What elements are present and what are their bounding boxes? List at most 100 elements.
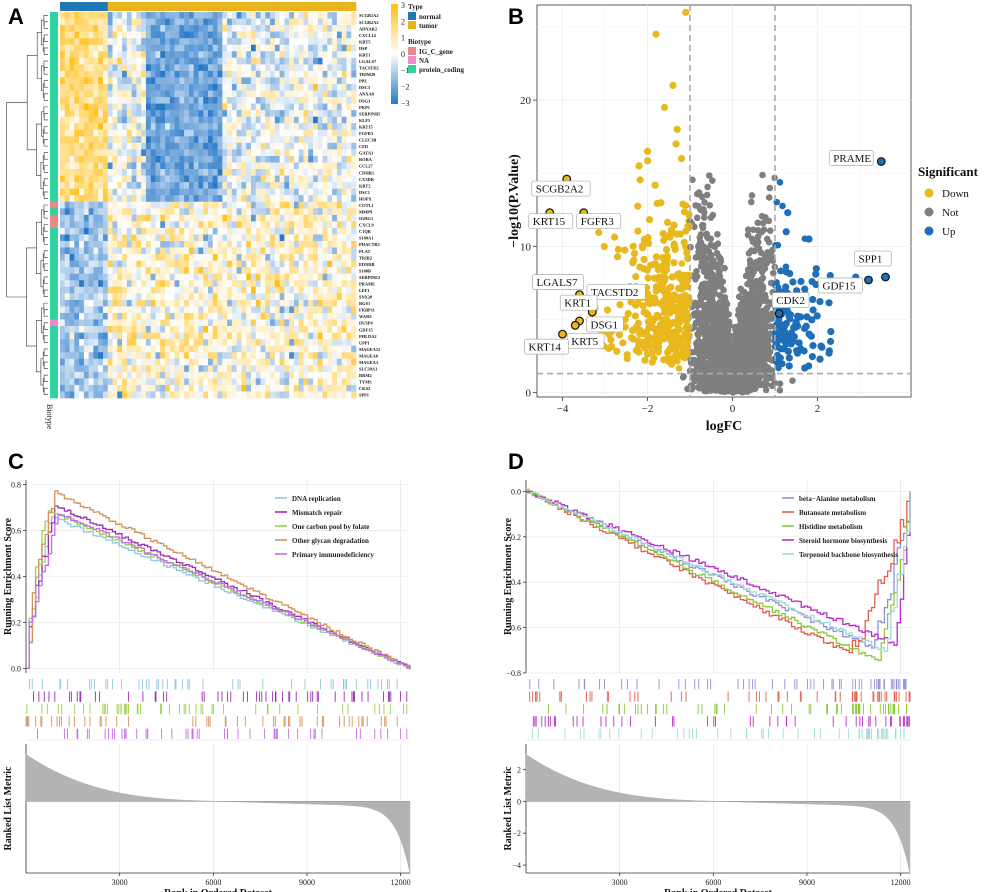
heatmap-cell bbox=[341, 299, 347, 307]
heatmap-cell bbox=[102, 332, 109, 340]
heatmap-cell bbox=[336, 77, 342, 85]
heatmap-cell bbox=[98, 332, 104, 340]
heatmap-cell bbox=[145, 195, 152, 203]
heatmap-cell bbox=[203, 391, 209, 399]
heatmap-cell bbox=[336, 227, 342, 235]
heatmap-cell bbox=[317, 57, 323, 65]
heatmap-cell bbox=[150, 175, 156, 183]
heatmap-cell bbox=[64, 267, 70, 274]
heatmap-cell bbox=[255, 234, 261, 242]
heatmap-cell bbox=[93, 312, 99, 320]
heatmap-cell bbox=[193, 83, 199, 91]
heatmap-cell bbox=[93, 129, 99, 137]
heatmap-cell bbox=[198, 155, 204, 163]
heatmap-cell bbox=[270, 188, 276, 196]
heatmap-cell bbox=[246, 44, 252, 52]
heatmap-cell bbox=[289, 312, 295, 320]
heatmap-cell bbox=[83, 214, 89, 222]
heatmap-cell bbox=[217, 293, 223, 301]
heatmap-cell bbox=[155, 31, 161, 39]
heatmap-cell bbox=[303, 326, 309, 333]
heatmap-cell bbox=[260, 378, 266, 386]
heatmap-cell bbox=[341, 83, 347, 91]
heatmap-cell bbox=[126, 175, 132, 183]
heatmap-cell bbox=[117, 188, 123, 196]
dendrogram-branch bbox=[26, 55, 38, 151]
heatmap-cell bbox=[260, 254, 266, 261]
heatmap-cell bbox=[241, 201, 247, 209]
heatmap-cell bbox=[236, 51, 242, 59]
heatmap-cell bbox=[117, 319, 123, 327]
heatmap-cell bbox=[150, 123, 156, 131]
heatmap-cell bbox=[136, 221, 142, 229]
heatmap-cell bbox=[317, 103, 323, 111]
heatmap-cell bbox=[322, 31, 328, 39]
heatmap-cell bbox=[346, 136, 352, 144]
heatmap-cell bbox=[179, 299, 185, 307]
heatmap-cell bbox=[231, 326, 237, 333]
heatmap-cell bbox=[83, 371, 89, 379]
heatmap-cell bbox=[169, 240, 175, 248]
heatmap-cell bbox=[289, 162, 295, 170]
heatmap-cell bbox=[351, 326, 357, 333]
heatmap-cell bbox=[284, 286, 290, 294]
heatmap-cell bbox=[212, 358, 218, 366]
heatmap-cell bbox=[88, 371, 94, 379]
heatmap-cell bbox=[88, 51, 94, 59]
heatmap-cell bbox=[193, 339, 199, 346]
heatmap-cell bbox=[279, 83, 285, 91]
heatmap-cell bbox=[188, 195, 194, 203]
biotype-legend-label: IG_C_gene bbox=[419, 48, 453, 56]
heatmap-cell bbox=[102, 90, 109, 98]
heatmap-cell bbox=[169, 51, 175, 59]
heatmap-cell bbox=[303, 136, 309, 144]
heatmap-cell bbox=[60, 234, 66, 242]
heatmap-cell bbox=[346, 12, 352, 19]
heatmap-cell bbox=[136, 234, 142, 242]
heatmap-cell bbox=[236, 208, 242, 216]
heatmap-cell bbox=[250, 371, 257, 379]
heatmap-cell bbox=[212, 214, 218, 222]
heatmap-cell bbox=[117, 195, 123, 203]
heatmap-cell bbox=[327, 234, 333, 242]
heatmap-cell bbox=[236, 299, 242, 307]
heatmap-cell bbox=[327, 201, 333, 209]
heatmap-cell bbox=[117, 378, 123, 386]
heatmap-cell bbox=[336, 254, 342, 261]
heatmap-cell bbox=[136, 188, 142, 196]
heatmap-cell bbox=[231, 280, 237, 288]
heatmap-cell bbox=[293, 227, 300, 235]
heatmap-cell bbox=[336, 12, 342, 19]
heatmap-cell bbox=[93, 142, 99, 150]
dendrogram-branch bbox=[43, 374, 48, 382]
heatmap-cell bbox=[174, 142, 180, 150]
heatmap-cell bbox=[284, 365, 290, 373]
heatmap-cell bbox=[250, 326, 257, 333]
heatmap-cell bbox=[227, 162, 233, 170]
heatmap-cell bbox=[179, 332, 185, 340]
heatmap-cell bbox=[336, 214, 342, 222]
heatmap-cell bbox=[270, 293, 276, 301]
heatmap-cell bbox=[222, 97, 228, 104]
heatmap-cell bbox=[274, 378, 280, 386]
heatmap-cell bbox=[174, 339, 180, 346]
heatmap-cell bbox=[160, 332, 166, 340]
biotype-annotation-cell bbox=[50, 38, 58, 46]
heatmap-cell bbox=[227, 371, 233, 379]
heatmap-cell bbox=[212, 286, 218, 294]
heatmap-cell bbox=[193, 247, 199, 255]
heatmap-cell bbox=[250, 149, 257, 157]
heatmap-cell bbox=[274, 97, 280, 104]
heatmap-cell bbox=[79, 44, 85, 52]
heatmap-cell bbox=[279, 267, 285, 274]
heatmap-cell bbox=[79, 273, 85, 281]
heatmap-cell bbox=[208, 90, 214, 98]
heatmap-cell bbox=[69, 136, 75, 144]
heatmap-cell bbox=[327, 25, 333, 32]
heatmap-cell bbox=[203, 123, 209, 131]
heatmap-cell bbox=[298, 345, 304, 353]
heatmap-cell bbox=[327, 175, 333, 183]
heatmap-cell bbox=[313, 240, 319, 248]
heatmap-cell bbox=[246, 221, 252, 229]
heatmap-cell bbox=[208, 208, 214, 216]
